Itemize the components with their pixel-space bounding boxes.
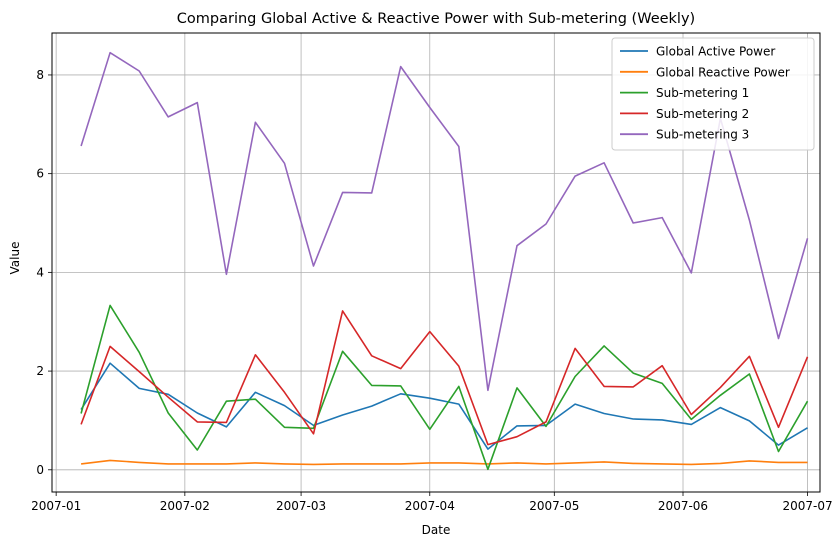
y-tick-label: 0 [36,463,44,477]
legend-label: Sub-metering 1 [656,86,749,100]
x-tick-label: 2007-07 [782,499,832,513]
y-tick-label: 8 [36,68,44,82]
x-tick-label: 2007-05 [529,499,579,513]
x-axis-label: Date [422,523,451,537]
series-line-sub-metering-2 [80,310,809,446]
legend-label: Sub-metering 3 [656,128,749,142]
y-axis-ticks: 0 2 4 6 8 [36,68,52,477]
x-tick-label: 2007-06 [658,499,708,513]
x-tick-label: 2007-03 [276,499,326,513]
x-tick-label: 2007-02 [160,499,210,513]
series-lines [80,51,809,471]
legend-label: Sub-metering 2 [656,107,749,121]
chart-title: Comparing Global Active & Reactive Power… [177,11,695,27]
y-tick-label: 6 [36,167,44,181]
x-tick-label: 2007-01 [31,499,81,513]
series-line-global-reactive-power [81,459,808,466]
legend-label: Global Active Power [656,45,775,59]
series-line-sub-metering-3 [80,51,809,392]
series-line-sub-metering-1 [80,304,809,471]
y-tick-label: 2 [36,364,44,378]
legend-label: Global Reactive Power [656,65,790,79]
legend: Global Active Power Global Reactive Power… [611,37,815,151]
y-axis-label: Value [8,242,22,275]
y-tick-label: 4 [36,265,44,279]
x-axis-ticks: 2007-01 2007-02 2007-03 2007-04 2007-05 2007-… [31,492,833,513]
legend-box [611,37,815,151]
plot-frame [51,32,821,493]
x-tick-label: 2007-04 [405,499,455,513]
series-line-global-active-power [80,362,808,450]
